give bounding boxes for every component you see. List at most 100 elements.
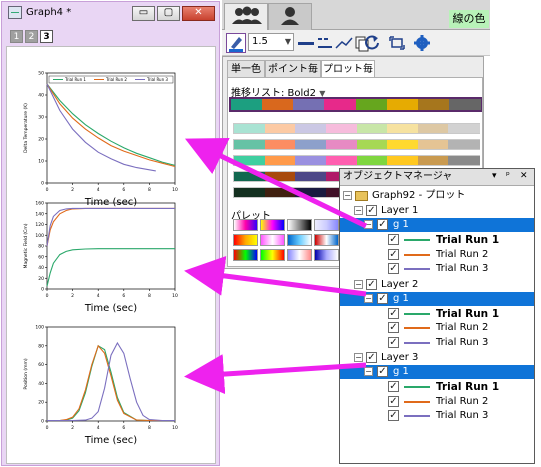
close-icon[interactable]: ✕	[520, 171, 528, 181]
layer-tab-1[interactable]: 1	[10, 30, 23, 43]
layer-tab-3[interactable]: 3	[40, 30, 53, 43]
tree-plot[interactable]: ✓ Trial Run 1	[342, 233, 532, 247]
tree-plot[interactable]: ✓ Trial Run 1	[342, 380, 532, 394]
palette-gradient[interactable]	[233, 234, 258, 246]
palette-gradient[interactable]	[287, 219, 312, 231]
layer-checkbox[interactable]: ✓	[366, 352, 377, 363]
increment-swatch	[356, 99, 388, 110]
tree-group[interactable]: − ✓ g 1	[340, 365, 534, 379]
minimize-button[interactable]: ▭	[132, 6, 155, 21]
series-line-1	[47, 84, 175, 165]
tree-plot[interactable]: ✓ Trial Run 2	[342, 321, 532, 335]
x-tick-label: 6	[122, 425, 125, 431]
collapse-icon[interactable]: −	[364, 220, 373, 229]
person-icon	[269, 4, 311, 28]
plot-checkbox[interactable]: ✓	[388, 381, 399, 392]
color-list-row[interactable]	[233, 155, 480, 166]
palette-gradient[interactable]	[260, 234, 285, 246]
layer-checkbox[interactable]: ✓	[366, 205, 377, 216]
toolbar-icons	[298, 34, 438, 52]
tree-plot[interactable]: ✓ Trial Run 2	[342, 395, 532, 409]
plot-line-swatch	[404, 268, 430, 270]
plot-checkbox[interactable]: ✓	[388, 249, 399, 260]
x-tick-label: 0	[46, 425, 49, 431]
y-tick-label: 0	[41, 419, 44, 425]
maximize-button[interactable]: ▢	[157, 6, 180, 21]
tab-single[interactable]	[268, 3, 312, 30]
group-checkbox[interactable]: ✓	[377, 219, 388, 230]
palette-gradient[interactable]	[314, 234, 339, 246]
line-style-icon	[298, 42, 314, 45]
tab-single-color[interactable]: 単一色	[227, 60, 265, 78]
tab-by-point[interactable]: ポイント毎	[265, 60, 321, 78]
tree-group[interactable]: − ✓ g 1	[340, 292, 534, 306]
gear-icon	[414, 35, 430, 51]
tab-group[interactable]	[224, 3, 268, 30]
tree-plot[interactable]: ✓ Trial Run 1	[342, 307, 532, 321]
collapse-icon[interactable]: −	[364, 294, 373, 303]
collapse-icon[interactable]: −	[364, 367, 373, 376]
x-tick-label: 2	[71, 293, 74, 299]
y-tick-label: 0	[41, 181, 44, 187]
plot-checkbox[interactable]: ✓	[388, 234, 399, 245]
palette-gradient[interactable]	[260, 219, 285, 231]
plot-checkbox[interactable]: ✓	[388, 308, 399, 319]
color-swatch	[448, 124, 479, 133]
group-checkbox[interactable]: ✓	[377, 293, 388, 304]
palette-gradient[interactable]	[260, 249, 285, 261]
chart-1[interactable]: 0 2 4 6 8 10 0 10 20 30 40 50 Time (sec) Delta Temper…	[23, 71, 178, 209]
collapse-icon[interactable]: −	[343, 191, 352, 200]
color-swatch	[387, 124, 418, 133]
pin-icon[interactable]: ᵖ	[506, 171, 510, 181]
layer-checkbox[interactable]: ✓	[366, 279, 377, 290]
collapse-icon[interactable]: −	[354, 280, 363, 289]
palette-gradient[interactable]	[233, 249, 258, 261]
plot-checkbox[interactable]: ✓	[388, 396, 399, 407]
tree-plot[interactable]: ✓ Trial Run 2	[342, 248, 532, 262]
color-list-row[interactable]	[233, 139, 480, 150]
collapse-icon[interactable]: −	[354, 353, 363, 362]
group-checkbox[interactable]: ✓	[377, 366, 388, 377]
layer-tab-2[interactable]: 2	[25, 30, 38, 43]
palette-gradient[interactable]	[287, 234, 312, 246]
palette-gradient[interactable]	[314, 249, 339, 261]
tree-root[interactable]: − Graph92 - プロット	[342, 189, 532, 203]
tree-layer-1[interactable]: − ✓ Layer 1	[342, 204, 532, 218]
tree-plot[interactable]: ✓ Trial Run 3	[342, 336, 532, 350]
x-axis-label: Time (sec)	[84, 435, 137, 446]
plot-label: Trial Run 3	[436, 409, 488, 423]
increment-color-row[interactable]	[229, 97, 482, 112]
tree-layer-3[interactable]: − ✓ Layer 3	[342, 351, 532, 365]
tree-group[interactable]: − ✓ g 1	[340, 218, 534, 232]
tab-by-plot[interactable]: プロット毎	[321, 60, 375, 78]
graph-page[interactable]: 0 2 4 6 8 10 0 10 20 30 40 50 Time (sec) Delta Temper…	[6, 46, 216, 464]
increment-swatch	[293, 99, 325, 110]
color-swatch	[265, 172, 296, 181]
plot-checkbox[interactable]: ✓	[388, 322, 399, 333]
palette-gradient[interactable]	[287, 249, 312, 261]
line-color-button[interactable]	[226, 33, 246, 53]
tree-plot[interactable]: ✓ Trial Run 3	[342, 409, 532, 423]
dropdown-icon[interactable]: ▾	[492, 171, 497, 181]
plot-checkbox[interactable]: ✓	[388, 410, 399, 421]
increment-swatch	[262, 99, 294, 110]
plot-checkbox[interactable]: ✓	[388, 263, 399, 274]
plot-line-swatch	[404, 327, 430, 329]
tree-plot[interactable]: ✓ Trial Run 3	[342, 262, 532, 276]
tree-layer-2[interactable]: − ✓ Layer 2	[342, 278, 532, 292]
line-width-combo[interactable]: 1.5 ▼	[248, 33, 294, 51]
dash-style-icon	[318, 38, 332, 48]
color-swatch	[295, 156, 326, 165]
collapse-icon[interactable]: −	[354, 206, 363, 215]
object-manager-title: オブジェクトマネージャ	[340, 169, 534, 186]
x-tick-label: 6	[122, 293, 125, 299]
color-list-row[interactable]	[233, 123, 480, 134]
x-tick-label: 0	[46, 187, 49, 193]
plot-checkbox[interactable]: ✓	[388, 337, 399, 348]
y-tick-label: 80	[38, 244, 44, 250]
palette-gradient[interactable]	[233, 219, 258, 231]
palette-gradient[interactable]	[314, 219, 339, 231]
close-button[interactable]: ✕	[182, 6, 215, 21]
